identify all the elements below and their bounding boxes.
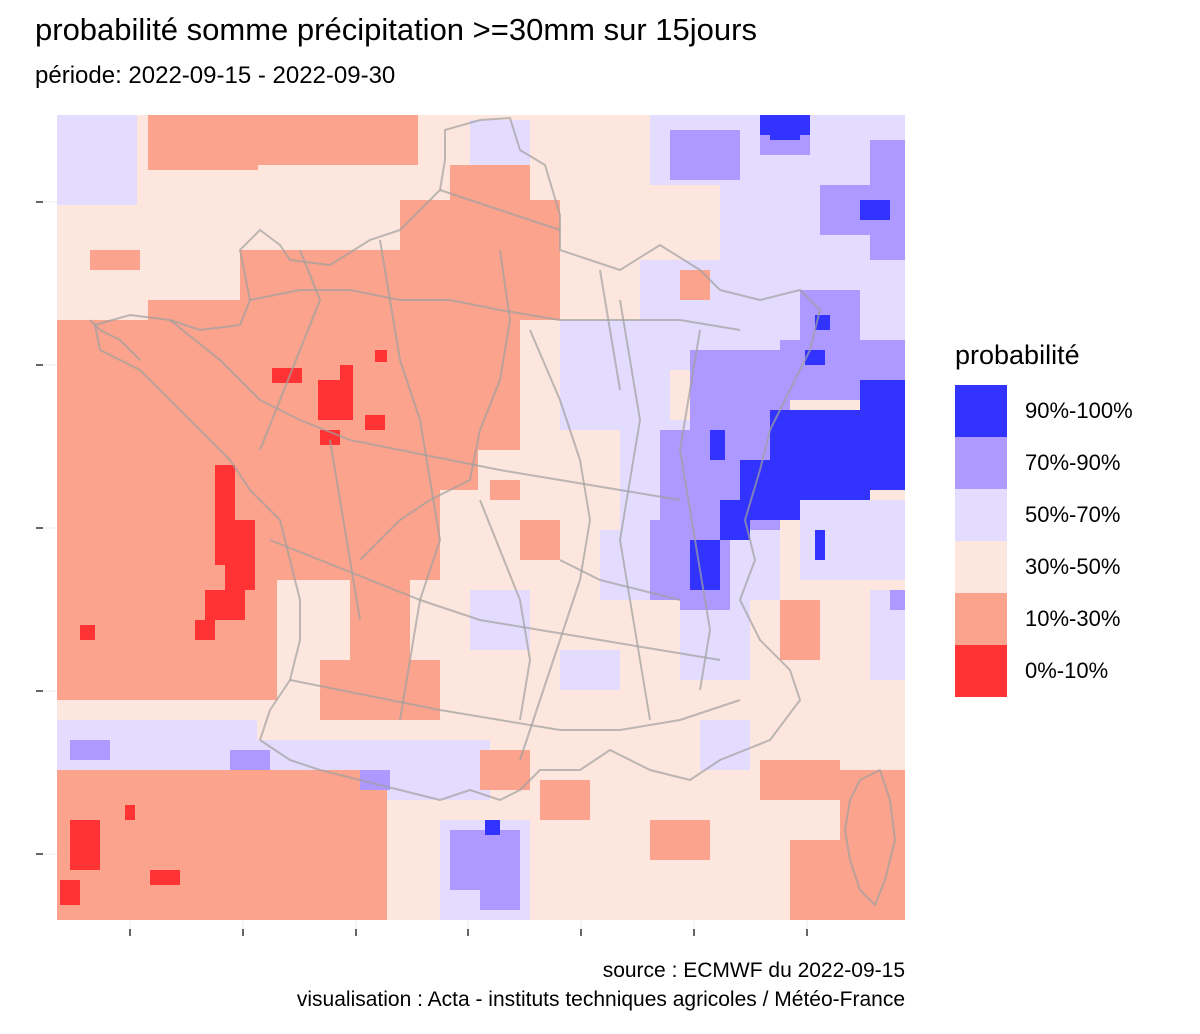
caption: source : ECMWF du 2022-09-15 visualisati… xyxy=(297,956,905,1014)
legend-item: 50%-70% xyxy=(955,489,1133,541)
legend-swatch xyxy=(955,541,1007,593)
legend-swatch xyxy=(955,437,1007,489)
legend-title: probabilité xyxy=(955,340,1080,370)
legend-swatch xyxy=(955,645,1007,697)
legend-item: 10%-30% xyxy=(955,593,1133,645)
department-borders xyxy=(89,117,896,906)
legend-item: 90%-100% xyxy=(955,385,1133,437)
chart-subtitle: période: 2022-09-15 - 2022-09-30 xyxy=(35,62,396,89)
legend: probabilité 90%-100% 70%-90% 50%-70% 30%… xyxy=(955,340,1133,697)
legend-item: 30%-50% xyxy=(955,541,1133,593)
legend-swatch xyxy=(955,593,1007,645)
class-90-100-zones xyxy=(485,115,905,835)
legend-label: 30%-50% xyxy=(1025,554,1121,579)
legend-label: 0%-10% xyxy=(1025,658,1109,683)
legend-swatch xyxy=(955,385,1007,437)
legend-label: 70%-90% xyxy=(1025,450,1121,475)
legend-item: 0%-10% xyxy=(955,645,1133,697)
axis-ticks xyxy=(36,201,808,936)
legend-label: 10%-30% xyxy=(1025,606,1121,631)
class-0-10-zones xyxy=(60,350,387,905)
caption-visualisation: visualisation : Acta - instituts techniq… xyxy=(296,988,905,1011)
legend-label: 50%-70% xyxy=(1025,502,1121,527)
caption-source: source : ECMWF du 2022-09-15 xyxy=(602,959,905,982)
legend-item: 70%-90% xyxy=(955,437,1133,489)
class-10-30-zones xyxy=(57,115,905,920)
legend-label: 90%-100% xyxy=(1025,398,1133,423)
legend-swatch xyxy=(955,489,1007,541)
chart-title: probabilité somme précipitation >=30mm s… xyxy=(35,12,757,47)
